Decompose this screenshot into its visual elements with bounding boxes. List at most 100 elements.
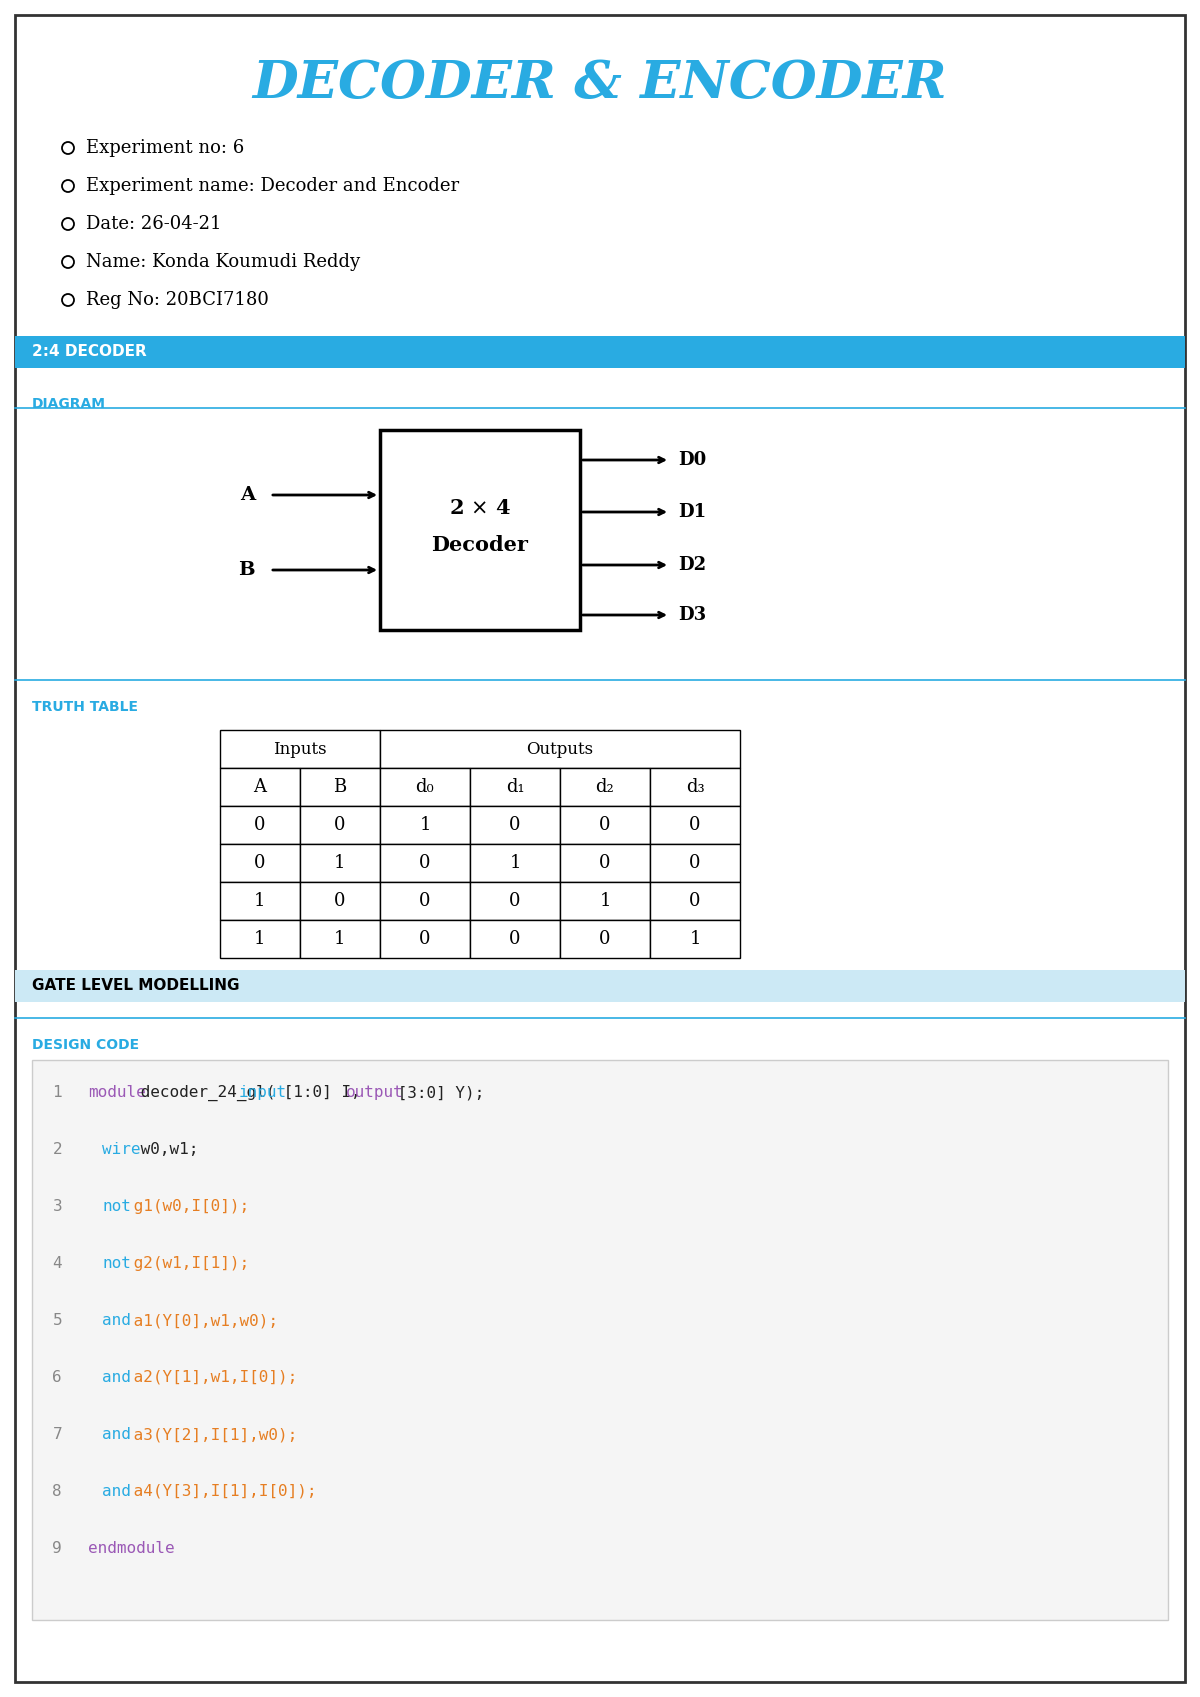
Text: 8: 8 — [53, 1483, 62, 1498]
Text: w0,w1;: w0,w1; — [131, 1142, 198, 1157]
Text: 1: 1 — [335, 854, 346, 872]
Bar — [300, 806, 380, 843]
Bar — [650, 920, 740, 959]
Text: and: and — [102, 1427, 131, 1442]
Text: A: A — [253, 777, 266, 796]
Bar — [380, 843, 470, 882]
Text: B: B — [334, 777, 347, 796]
Text: 0: 0 — [254, 854, 265, 872]
Text: d₃: d₃ — [685, 777, 704, 796]
Bar — [220, 920, 300, 959]
Bar — [650, 882, 740, 920]
Bar — [300, 882, 380, 920]
Text: 0: 0 — [419, 854, 431, 872]
Text: B: B — [239, 562, 256, 579]
Text: 0: 0 — [335, 816, 346, 833]
Text: 6: 6 — [53, 1369, 62, 1385]
Text: 0: 0 — [599, 930, 611, 949]
Text: and: and — [102, 1483, 131, 1498]
Text: D2: D2 — [678, 557, 706, 574]
Text: 0: 0 — [689, 816, 701, 833]
Bar — [470, 806, 560, 843]
Text: A: A — [240, 485, 256, 504]
Text: 0: 0 — [509, 930, 521, 949]
Text: Experiment name: Decoder and Encoder: Experiment name: Decoder and Encoder — [86, 176, 460, 195]
Text: input: input — [238, 1084, 287, 1100]
Bar — [380, 806, 470, 843]
Text: Decoder: Decoder — [432, 535, 528, 555]
Text: and: and — [102, 1369, 131, 1385]
Bar — [300, 769, 380, 806]
Text: g1(w0,I[0]);: g1(w0,I[0]); — [124, 1200, 248, 1213]
Bar — [560, 920, 650, 959]
Text: 1: 1 — [419, 816, 431, 833]
Bar — [14, 336, 1186, 368]
Text: d₂: d₂ — [595, 777, 614, 796]
Bar — [470, 769, 560, 806]
Text: D1: D1 — [678, 502, 706, 521]
Text: Inputs: Inputs — [274, 740, 326, 757]
Text: 1: 1 — [254, 893, 265, 910]
Text: 0: 0 — [419, 893, 431, 910]
Text: 0: 0 — [599, 816, 611, 833]
Bar — [470, 843, 560, 882]
Text: 9: 9 — [53, 1541, 62, 1556]
Text: 0: 0 — [689, 854, 701, 872]
Bar — [380, 730, 740, 769]
Text: 5: 5 — [53, 1313, 62, 1329]
Bar — [220, 806, 300, 843]
Text: a4(Y[3],I[1],I[0]);: a4(Y[3],I[1],I[0]); — [124, 1483, 317, 1498]
Text: not: not — [102, 1200, 131, 1213]
Bar — [220, 843, 300, 882]
Text: 3: 3 — [53, 1200, 62, 1213]
Bar — [560, 769, 650, 806]
Bar — [470, 882, 560, 920]
Text: DESIGN CODE: DESIGN CODE — [32, 1039, 139, 1052]
Text: Date: 26-04-21: Date: 26-04-21 — [86, 216, 222, 232]
Bar — [650, 769, 740, 806]
Bar — [560, 882, 650, 920]
Text: 2:4 DECODER: 2:4 DECODER — [32, 344, 146, 360]
Text: 1: 1 — [689, 930, 701, 949]
Text: decoder_24_gl(: decoder_24_gl( — [131, 1084, 275, 1101]
Text: Name: Konda Koumudi Reddy: Name: Konda Koumudi Reddy — [86, 253, 360, 272]
Text: 2 $\times$ 4: 2 $\times$ 4 — [449, 497, 511, 518]
Text: 1: 1 — [335, 930, 346, 949]
Text: 2: 2 — [53, 1142, 62, 1157]
Text: 1: 1 — [509, 854, 521, 872]
Text: 0: 0 — [509, 816, 521, 833]
Text: a2(Y[1],w1,I[0]);: a2(Y[1],w1,I[0]); — [124, 1369, 298, 1385]
Text: g2(w1,I[1]);: g2(w1,I[1]); — [124, 1256, 248, 1271]
Text: module: module — [88, 1084, 145, 1100]
Bar — [470, 920, 560, 959]
Bar — [650, 843, 740, 882]
Text: d₀: d₀ — [415, 777, 434, 796]
Bar — [14, 971, 1186, 1001]
Bar — [380, 769, 470, 806]
Bar — [380, 920, 470, 959]
Text: output: output — [346, 1084, 403, 1100]
Text: D0: D0 — [678, 451, 707, 468]
Text: 1: 1 — [254, 930, 265, 949]
Text: a1(Y[0],w1,w0);: a1(Y[0],w1,w0); — [124, 1313, 277, 1329]
Text: a3(Y[2],I[1],w0);: a3(Y[2],I[1],w0); — [124, 1427, 298, 1442]
Bar — [300, 920, 380, 959]
Text: 0: 0 — [335, 893, 346, 910]
Bar — [220, 730, 380, 769]
Text: 4: 4 — [53, 1256, 62, 1271]
Bar — [560, 806, 650, 843]
Text: Outputs: Outputs — [527, 740, 594, 757]
Text: 1: 1 — [599, 893, 611, 910]
Bar — [650, 806, 740, 843]
Text: 0: 0 — [599, 854, 611, 872]
Text: 7: 7 — [53, 1427, 62, 1442]
Text: 0: 0 — [509, 893, 521, 910]
Bar — [220, 882, 300, 920]
Text: endmodule: endmodule — [88, 1541, 175, 1556]
Text: 0: 0 — [419, 930, 431, 949]
Text: GATE LEVEL MODELLING: GATE LEVEL MODELLING — [32, 979, 240, 993]
Text: Experiment no: 6: Experiment no: 6 — [86, 139, 245, 158]
Bar — [380, 429, 580, 630]
Bar — [380, 882, 470, 920]
Text: wire: wire — [102, 1142, 140, 1157]
